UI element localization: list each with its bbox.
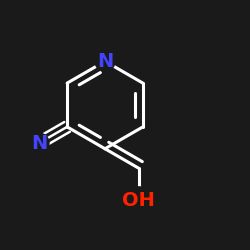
Circle shape bbox=[95, 51, 115, 71]
Circle shape bbox=[125, 187, 152, 214]
Text: OH: OH bbox=[122, 191, 155, 210]
Circle shape bbox=[29, 133, 49, 153]
Text: N: N bbox=[97, 52, 113, 71]
Text: N: N bbox=[31, 134, 47, 152]
